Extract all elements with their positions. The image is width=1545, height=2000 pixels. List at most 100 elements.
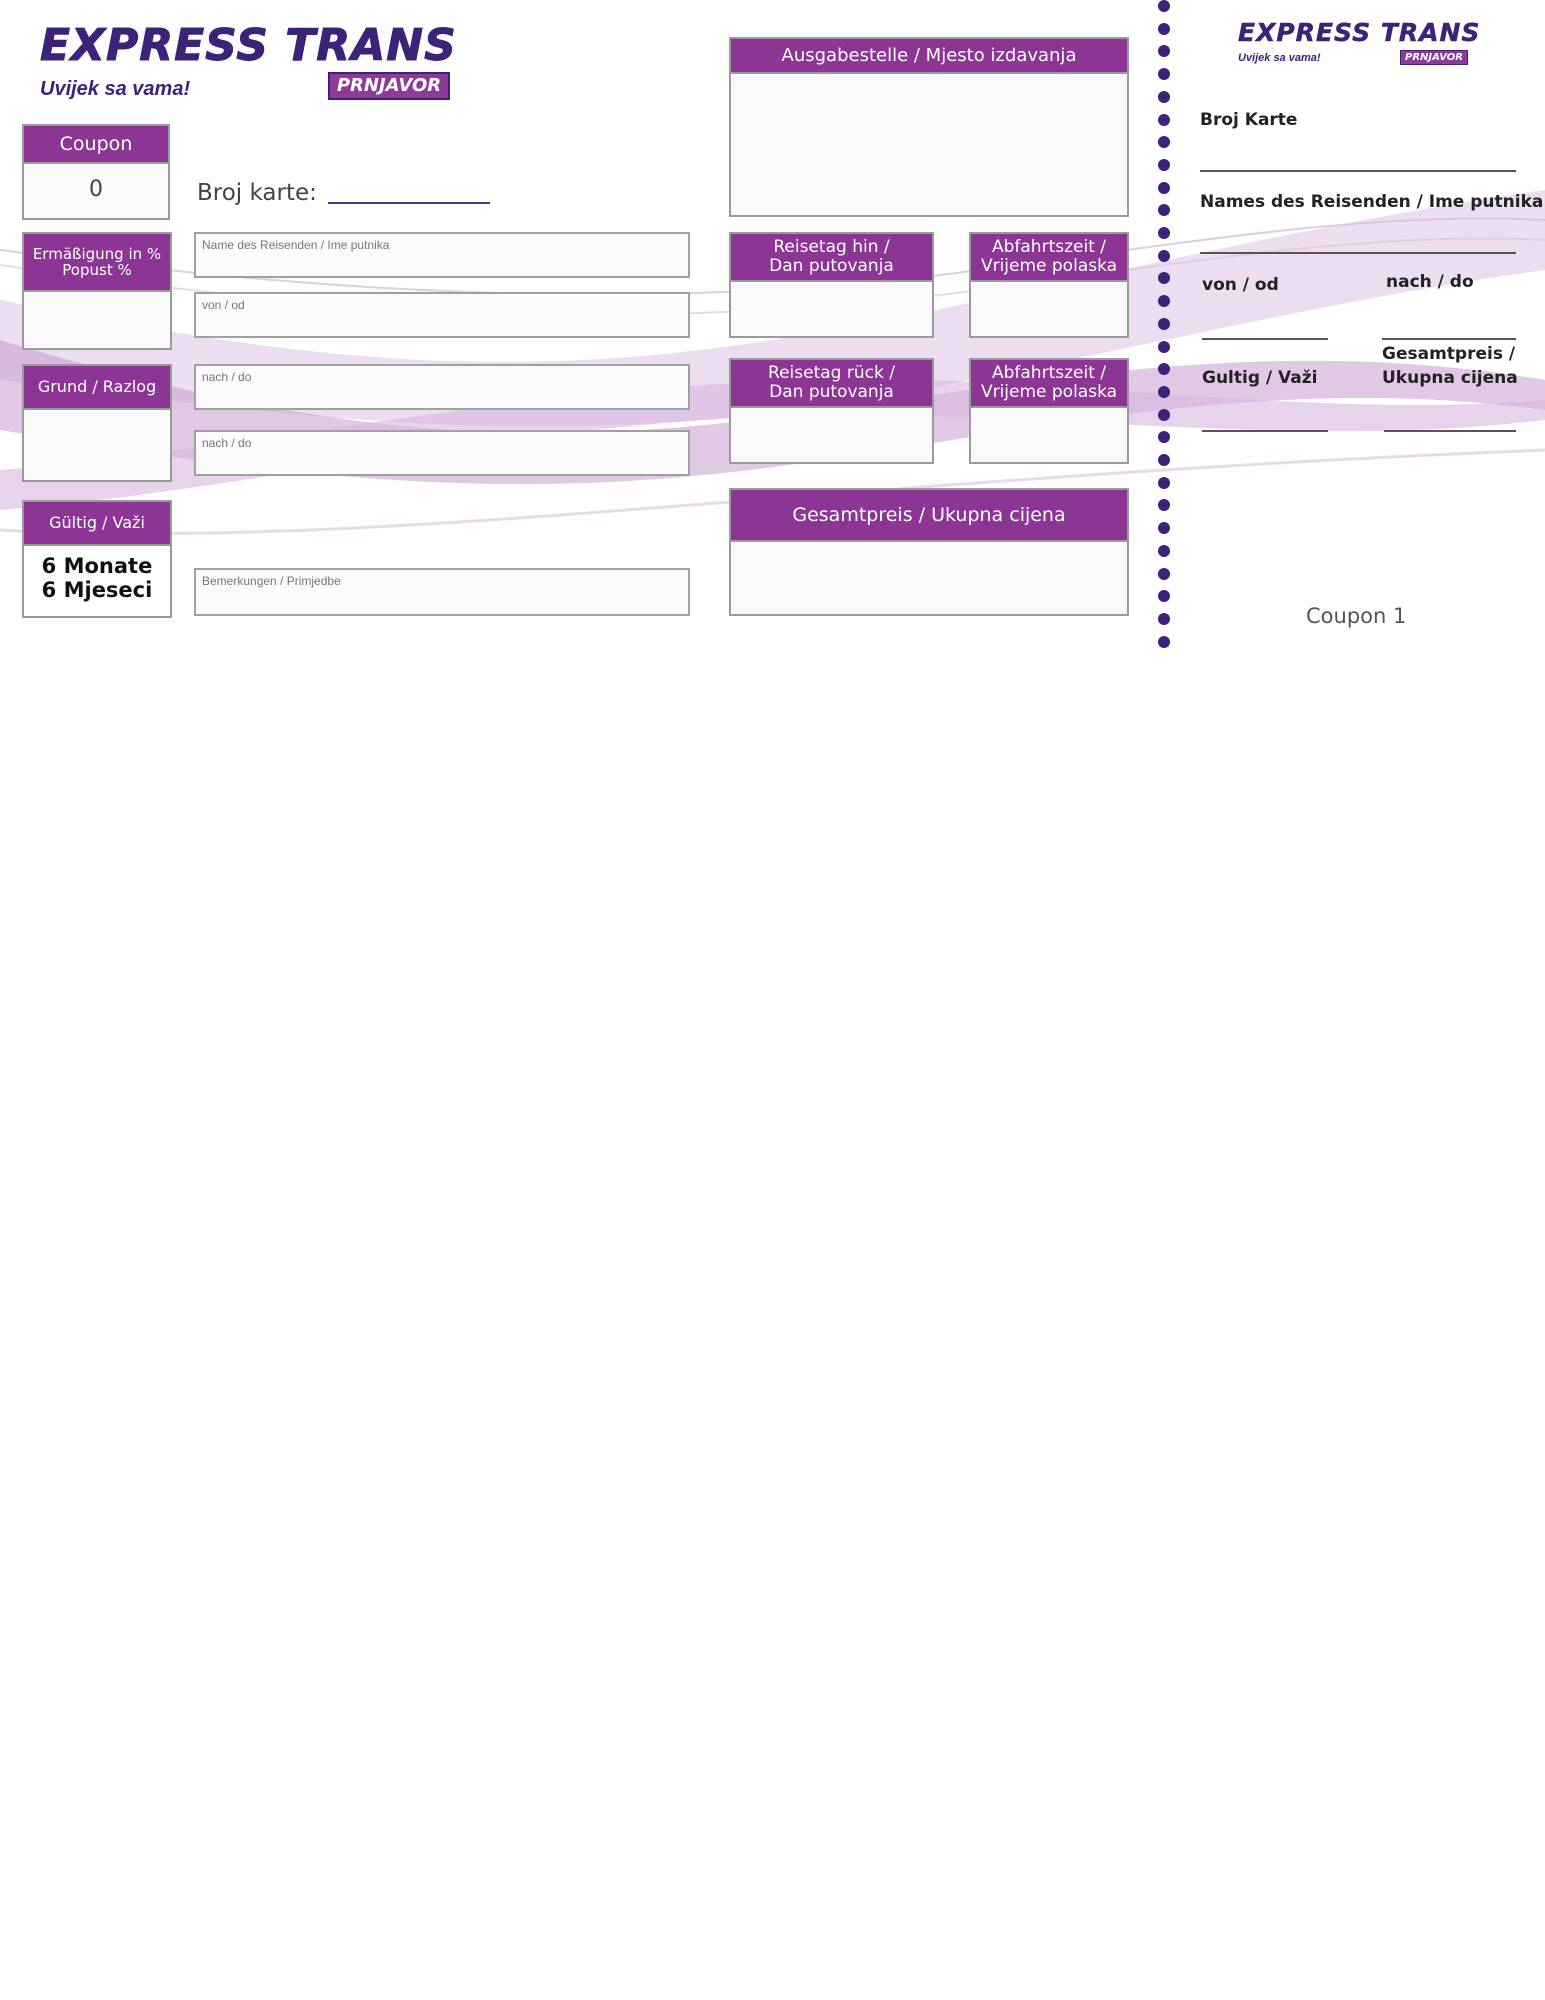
logo-city-badge: PRNJAVOR bbox=[328, 72, 450, 100]
travel-day-out-box: Reisetag hin / Dan putovanja bbox=[729, 232, 934, 338]
stub-to-label: nach / do bbox=[1386, 272, 1474, 292]
perforation-dot bbox=[1158, 204, 1170, 217]
stub-total-price-label-line1: Gesamtpreis / bbox=[1382, 344, 1516, 364]
to-field-2[interactable]: nach / do bbox=[194, 430, 690, 476]
perforation-dot bbox=[1158, 340, 1170, 353]
departure-time-back-title: Abfahrtszeit / Vrijeme polaska bbox=[971, 360, 1127, 408]
total-price-title: Gesamtpreis / Ukupna cijena bbox=[731, 490, 1127, 542]
coupon-box: Coupon 0 bbox=[22, 124, 170, 220]
issue-place-box: Ausgabestelle / Mjesto izdavanja bbox=[729, 37, 1129, 217]
total-price-field[interactable] bbox=[731, 542, 1127, 614]
stub-ticket-number-line[interactable] bbox=[1200, 170, 1516, 172]
perforation-dot bbox=[1158, 113, 1170, 126]
perforation-dot bbox=[1158, 385, 1170, 398]
passenger-name-field[interactable]: Name des Reisenden / Ime putnika bbox=[194, 232, 690, 278]
perforation-dot bbox=[1158, 249, 1170, 262]
valid-box: Gültig / Važi 6 Monate 6 Mjeseci bbox=[22, 500, 172, 618]
stub-to-line[interactable] bbox=[1382, 338, 1516, 340]
stub-logo-city-badge: PRNJAVOR bbox=[1400, 50, 1468, 65]
issue-place-field[interactable] bbox=[731, 74, 1127, 214]
discount-box: Ermäßigung in % Popust % bbox=[22, 232, 172, 350]
stub-valid-line[interactable] bbox=[1202, 430, 1328, 432]
stub-valid-label: Gultig / Važi bbox=[1202, 368, 1318, 388]
travel-day-back-title-line2: Dan putovanja bbox=[769, 382, 894, 402]
to-label-2: nach / do bbox=[202, 436, 252, 450]
stub-from-label: von / od bbox=[1202, 275, 1279, 295]
ticket-number-label: Broj karte: bbox=[197, 180, 317, 206]
departure-time-out-box: Abfahrtszeit / Vrijeme polaska bbox=[969, 232, 1129, 338]
from-field[interactable]: von / od bbox=[194, 292, 690, 338]
perforation-dot bbox=[1158, 0, 1170, 12]
valid-value-line2: 6 Mjeseci bbox=[41, 578, 153, 602]
travel-day-back-box: Reisetag rück / Dan putovanja bbox=[729, 358, 934, 464]
remarks-label: Bemerkungen / Primjedbe bbox=[202, 574, 341, 588]
perforation-dot bbox=[1158, 476, 1170, 489]
discount-field[interactable] bbox=[24, 292, 170, 348]
perforation-dot bbox=[1158, 90, 1170, 103]
perforation-dot bbox=[1158, 68, 1170, 81]
perforation-dot bbox=[1158, 544, 1170, 557]
ticket-number-line[interactable] bbox=[328, 202, 490, 204]
stub-passenger-name-label: Names des Reisenden / Ime putnika bbox=[1200, 192, 1544, 212]
travel-day-out-field[interactable] bbox=[731, 282, 932, 336]
logo-wordmark: EXPRESS TRANS bbox=[40, 20, 457, 72]
stub-from-line[interactable] bbox=[1202, 338, 1328, 340]
reason-box: Grund / Razlog bbox=[22, 364, 172, 482]
perforation-dot bbox=[1158, 431, 1170, 444]
perforation-dot bbox=[1158, 295, 1170, 308]
perforation-dot bbox=[1158, 454, 1170, 466]
perforation-dot bbox=[1158, 635, 1170, 648]
reason-title: Grund / Razlog bbox=[24, 366, 170, 410]
departure-time-back-box: Abfahrtszeit / Vrijeme polaska bbox=[969, 358, 1129, 464]
perforation-dot bbox=[1158, 590, 1170, 603]
travel-day-out-title-line2: Dan putovanja bbox=[769, 256, 894, 276]
perforation-dot bbox=[1158, 612, 1170, 625]
logo-tagline: Uvijek sa vama! bbox=[40, 78, 191, 100]
perforation-dot bbox=[1158, 363, 1170, 376]
travel-day-out-title-line1: Reisetag hin / bbox=[773, 237, 890, 258]
perforation-line bbox=[1156, 0, 1174, 650]
departure-time-out-title: Abfahrtszeit / Vrijeme polaska bbox=[971, 234, 1127, 282]
perforation-dot bbox=[1158, 181, 1170, 194]
coupon-value: 0 bbox=[89, 177, 103, 202]
coupon-title: Coupon bbox=[24, 126, 168, 164]
total-price-box: Gesamtpreis / Ukupna cijena bbox=[729, 488, 1129, 616]
departure-time-out-field[interactable] bbox=[971, 282, 1127, 336]
departure-time-back-field[interactable] bbox=[971, 408, 1127, 462]
stub-coupon-label: Coupon 1 bbox=[1306, 604, 1407, 628]
stub-total-price-label-line2: Ukupna cijena bbox=[1382, 368, 1518, 388]
departure-time-back-title-line1: Abfahrtszeit / bbox=[991, 363, 1106, 384]
discount-title: Ermäßigung in % Popust % bbox=[24, 234, 170, 292]
perforation-dot bbox=[1158, 45, 1170, 58]
travel-day-back-title-line1: Reisetag rück / bbox=[768, 363, 895, 384]
perforation-dot bbox=[1158, 408, 1170, 421]
stub-logo-wordmark: EXPRESS TRANS bbox=[1238, 18, 1481, 48]
to-field-1[interactable]: nach / do bbox=[194, 364, 690, 410]
perforation-dot bbox=[1158, 227, 1170, 239]
perforation-dot bbox=[1158, 499, 1170, 512]
departure-time-out-title-line2: Vrijeme polaska bbox=[980, 256, 1118, 276]
departure-time-out-title-line1: Abfahrtszeit / bbox=[991, 237, 1106, 258]
perforation-dot bbox=[1158, 158, 1170, 171]
perforation-dot bbox=[1158, 317, 1170, 330]
valid-value-line1: 6 Monate bbox=[41, 554, 153, 578]
remarks-field[interactable]: Bemerkungen / Primjedbe bbox=[194, 568, 690, 616]
reason-field[interactable] bbox=[24, 410, 170, 480]
stub-logo-tagline: Uvijek sa vama! bbox=[1238, 52, 1321, 64]
travel-day-back-field[interactable] bbox=[731, 408, 932, 462]
issue-place-title: Ausgabestelle / Mjesto izdavanja bbox=[731, 39, 1127, 74]
valid-title: Gültig / Važi bbox=[24, 502, 170, 546]
perforation-dot bbox=[1158, 22, 1170, 35]
stub-passenger-name-line[interactable] bbox=[1200, 252, 1516, 254]
departure-time-back-title-line2: Vrijeme polaska bbox=[980, 382, 1118, 402]
perforation-dot bbox=[1158, 272, 1170, 285]
stub-ticket-number-label: Broj Karte bbox=[1200, 110, 1298, 130]
travel-day-out-title: Reisetag hin / Dan putovanja bbox=[731, 234, 932, 282]
perforation-dot bbox=[1158, 522, 1170, 535]
perforation-dot bbox=[1158, 567, 1170, 580]
to-label-1: nach / do bbox=[202, 370, 252, 384]
from-label: von / od bbox=[202, 298, 245, 312]
passenger-name-label: Name des Reisenden / Ime putnika bbox=[202, 238, 390, 252]
travel-day-back-title: Reisetag rück / Dan putovanja bbox=[731, 360, 932, 408]
stub-total-price-line[interactable] bbox=[1384, 430, 1516, 432]
